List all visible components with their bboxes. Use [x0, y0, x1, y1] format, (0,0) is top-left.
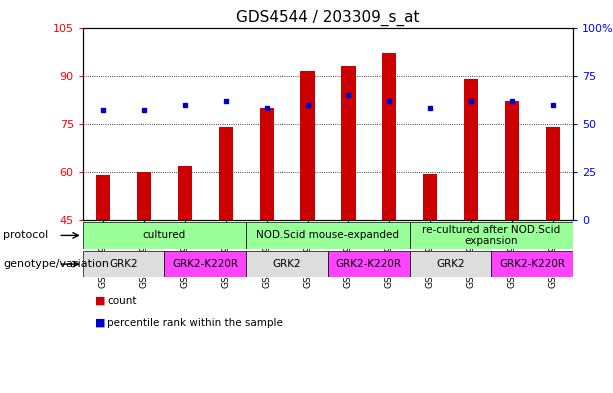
- Bar: [423, 174, 437, 220]
- Bar: [382, 53, 397, 220]
- Text: cultured: cultured: [143, 230, 186, 241]
- Bar: [492, 251, 573, 277]
- Bar: [246, 251, 328, 277]
- Text: GRK2: GRK2: [109, 259, 138, 269]
- Bar: [219, 127, 233, 220]
- Text: GRK2: GRK2: [436, 259, 465, 269]
- Bar: [164, 251, 246, 277]
- Bar: [137, 172, 151, 220]
- Bar: [259, 108, 274, 220]
- Text: protocol: protocol: [3, 230, 48, 241]
- Bar: [328, 251, 409, 277]
- Bar: [96, 175, 110, 220]
- Text: GRK2-K220R: GRK2-K220R: [336, 259, 402, 269]
- Bar: [246, 222, 409, 249]
- Text: ■: ■: [95, 296, 105, 306]
- Bar: [300, 71, 314, 220]
- Text: NOD.Scid mouse-expanded: NOD.Scid mouse-expanded: [256, 230, 400, 241]
- Bar: [83, 222, 246, 249]
- Text: ■: ■: [95, 318, 105, 328]
- Bar: [409, 222, 573, 249]
- Title: GDS4544 / 203309_s_at: GDS4544 / 203309_s_at: [236, 10, 420, 26]
- Bar: [83, 251, 164, 277]
- Bar: [409, 251, 492, 277]
- Bar: [178, 165, 192, 220]
- Text: GRK2-K220R: GRK2-K220R: [172, 259, 238, 269]
- Bar: [341, 66, 356, 220]
- Text: count: count: [107, 296, 137, 306]
- Bar: [464, 79, 478, 220]
- Text: GRK2-K220R: GRK2-K220R: [499, 259, 565, 269]
- Text: percentile rank within the sample: percentile rank within the sample: [107, 318, 283, 328]
- Bar: [504, 101, 519, 220]
- Text: genotype/variation: genotype/variation: [3, 259, 109, 269]
- Text: re-cultured after NOD.Scid
expansion: re-cultured after NOD.Scid expansion: [422, 225, 560, 246]
- Text: GRK2: GRK2: [273, 259, 302, 269]
- Bar: [546, 127, 560, 220]
